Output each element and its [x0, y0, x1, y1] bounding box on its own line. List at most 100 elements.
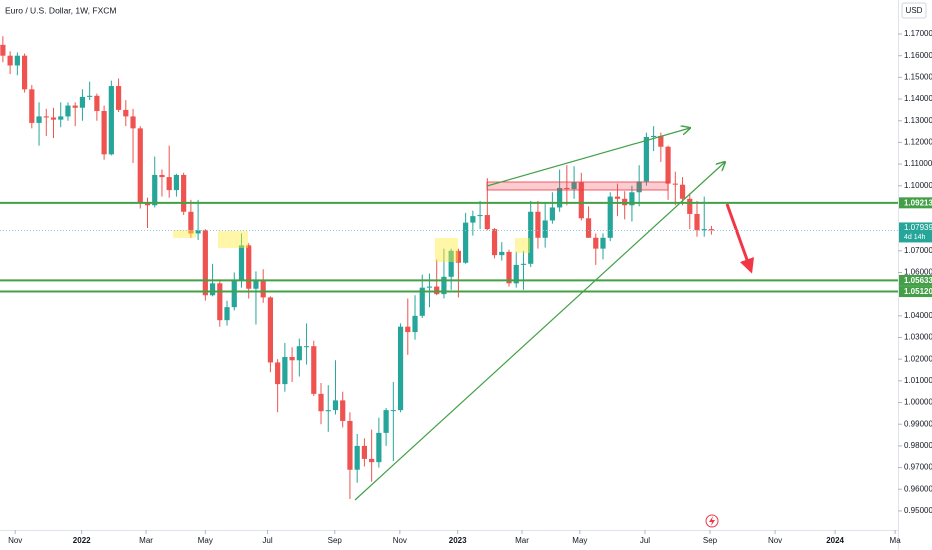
- candle-body: [7, 55, 13, 66]
- highlight-box: [218, 231, 248, 248]
- candle-body: [593, 237, 599, 249]
- candle-body: [253, 281, 259, 289]
- candle-body: [14, 55, 20, 66]
- candle-body: [217, 283, 223, 321]
- x-tick-label: 2023: [449, 536, 467, 545]
- y-tick-label: 1.04000: [904, 311, 932, 320]
- candle-body: [202, 230, 208, 296]
- candle-body: [181, 174, 187, 212]
- candle-body: [65, 105, 71, 117]
- candle-body: [166, 177, 172, 191]
- candle-body: [238, 245, 245, 281]
- candle-body: [130, 116, 136, 129]
- countdown: 4d 14h: [904, 234, 926, 241]
- y-tick-label: 1.06000: [904, 268, 932, 277]
- candle-body: [455, 250, 461, 263]
- last-price-box: [899, 222, 932, 243]
- x-tick-label: Nov: [393, 536, 407, 545]
- x-tick-label: May: [572, 536, 587, 545]
- candle-body: [101, 110, 107, 155]
- y-tick-label: 0.99000: [904, 419, 932, 428]
- candle-body: [43, 116, 49, 118]
- x-tick-label: 2022: [73, 536, 91, 545]
- candle-body: [687, 198, 693, 214]
- x-tick-label: Sep: [703, 536, 718, 545]
- candle-body: [513, 264, 519, 284]
- candle-body: [491, 229, 498, 256]
- candle-body: [643, 136, 649, 182]
- currency-box: [901, 2, 927, 19]
- candle-body: [173, 174, 180, 191]
- candle-body: [188, 211, 194, 234]
- y-tick-label: 1.11000: [904, 159, 932, 168]
- x-tick-label: Mar: [139, 536, 153, 545]
- candle-body: [506, 251, 512, 284]
- y-tick-label: 1.07000: [904, 246, 932, 255]
- candle-body: [448, 250, 454, 277]
- candle-body: [383, 410, 389, 433]
- candle-body: [499, 251, 505, 256]
- candle-body: [267, 297, 274, 363]
- candle-body: [557, 187, 563, 208]
- candle-body: [318, 393, 324, 412]
- x-tick-label: Mar: [515, 536, 529, 545]
- candle-body: [303, 346, 310, 348]
- candle-body: [679, 184, 686, 199]
- candle-body: [578, 182, 584, 219]
- candle-body: [535, 211, 541, 238]
- candle-body: [21, 55, 28, 90]
- y-tick-label: 1.00000: [904, 398, 932, 407]
- level-label: 1.05120: [904, 287, 932, 296]
- candle-body: [528, 211, 534, 264]
- candle-body: [426, 286, 433, 288]
- candle-body: [354, 445, 360, 470]
- candle-body: [36, 116, 42, 123]
- candle-body: [72, 105, 78, 108]
- x-tick-label: May: [198, 536, 213, 545]
- x-tick-label: Jul: [640, 536, 650, 545]
- y-tick-label: 0.97000: [904, 463, 932, 472]
- candle-body: [325, 410, 331, 412]
- candle-body: [441, 276, 447, 295]
- level-box: [899, 197, 932, 209]
- x-tick-label: Ma: [890, 536, 902, 545]
- x-tick-label: Nov: [768, 536, 782, 545]
- x-tick-label: 2024: [826, 536, 844, 545]
- trend-arrow: [486, 128, 690, 187]
- y-tick-label: 1.12000: [904, 138, 932, 147]
- candle-body: [108, 86, 114, 155]
- candle-body: [224, 307, 230, 321]
- resistance-zone: [486, 181, 669, 191]
- candle-body: [405, 326, 411, 333]
- candle-body: [636, 181, 642, 193]
- candle-body: [390, 410, 396, 412]
- y-tick-label: 1.13000: [904, 116, 932, 125]
- candle-body: [123, 109, 129, 117]
- candle-body: [520, 263, 527, 265]
- candle-body: [412, 315, 418, 333]
- candle-body: [195, 230, 201, 234]
- candle-body: [29, 89, 35, 123]
- lightning-icon: [705, 514, 719, 528]
- candle-body: [296, 346, 302, 361]
- candle-body: [282, 357, 288, 385]
- level-label: 1.09213: [904, 198, 932, 207]
- candle-body: [542, 220, 548, 238]
- candle-body: [658, 135, 664, 147]
- y-tick-label: 1.02000: [904, 354, 932, 363]
- candle-body: [376, 432, 382, 463]
- y-tick-label: 0.98000: [904, 441, 932, 450]
- candle-body: [94, 95, 100, 111]
- candle-body: [58, 116, 64, 120]
- y-tick-label: 0.96000: [904, 484, 932, 493]
- candles: [0, 36, 715, 500]
- trend-line: [354, 162, 725, 501]
- y-tick-label: 0.95000: [904, 506, 932, 515]
- highlight-box: [515, 238, 530, 253]
- candle-body: [231, 280, 237, 308]
- candle-body: [607, 196, 613, 238]
- candle-body: [50, 117, 57, 120]
- last-price-label: 1.07939: [904, 223, 932, 232]
- candle-body: [0, 44, 6, 56]
